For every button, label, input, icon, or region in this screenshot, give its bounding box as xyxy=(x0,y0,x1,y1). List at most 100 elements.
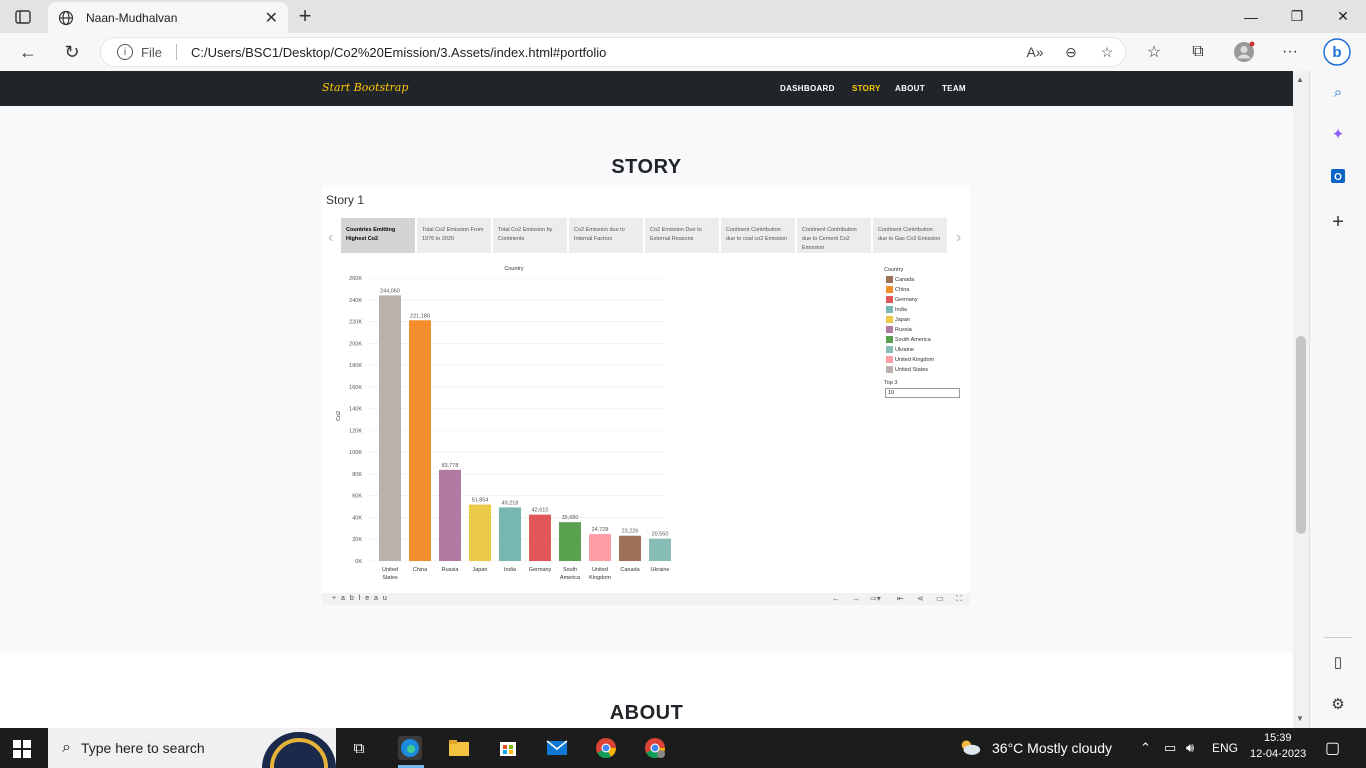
search-icon[interactable]: ⌕ xyxy=(1333,83,1343,101)
volume-icon[interactable]: 🔊︎ xyxy=(1186,740,1195,755)
browser-tab[interactable]: Naan-Mudhalvan ✕ xyxy=(48,2,288,33)
page-scrollbar[interactable]: ▲ ▼ xyxy=(1293,71,1309,728)
story-point-3[interactable]: Total Co2 Emission by Continents xyxy=(493,218,568,253)
story-point-8[interactable]: Continent Contribution due to Gas Co2 Em… xyxy=(873,218,948,253)
story-point-6[interactable]: Continent Contribution due to coal co2 E… xyxy=(721,218,796,253)
language-indicator[interactable]: ENG xyxy=(1212,741,1239,755)
add-sidebar-icon[interactable]: + xyxy=(1332,210,1344,233)
story-point-7[interactable]: Continent Contribution due to Cement Co2… xyxy=(797,218,872,253)
weather-cloud-icon[interactable] xyxy=(958,735,982,759)
legend-item[interactable]: Canada xyxy=(886,276,914,283)
sidebar-toggle-icon[interactable]: ▯ xyxy=(1333,654,1343,671)
add-favorite-icon[interactable]: ☆ xyxy=(1100,43,1114,60)
close-window-button[interactable]: ✕ xyxy=(1337,8,1349,24)
taskbar-search[interactable]: ⌕ Type here to search xyxy=(48,728,336,768)
fullscreen-icon[interactable]: ⛶ xyxy=(956,594,962,603)
legend-label: Russia xyxy=(895,326,912,333)
legend-item[interactable]: Ukraine xyxy=(886,346,914,353)
back-button[interactable]: ← xyxy=(19,41,37,62)
nav-about[interactable]: ABOUT xyxy=(895,84,925,93)
close-tab-icon[interactable]: ✕ xyxy=(264,9,278,27)
comment-icon[interactable]: ▭ xyxy=(936,594,944,603)
new-tab-button[interactable]: + xyxy=(298,3,312,28)
profile-avatar-icon[interactable] xyxy=(1230,41,1258,63)
settings-gear-icon[interactable]: ⚙ xyxy=(1331,696,1345,713)
clock-date[interactable]: 12-04-2023 xyxy=(1250,748,1307,760)
nav-team[interactable]: TEAM xyxy=(942,84,966,93)
y-tick-label: 100K xyxy=(349,450,362,456)
legend-item[interactable]: United Kingdom xyxy=(886,356,934,363)
notifications-icon[interactable]: ▢ xyxy=(1325,740,1341,757)
legend-swatch xyxy=(886,346,893,353)
revert-icon[interactable]: ⇨▾ xyxy=(870,594,881,603)
legend-swatch xyxy=(886,286,893,293)
top-n-input[interactable]: 10 xyxy=(885,388,960,398)
tray-expand-icon[interactable]: ⌃ xyxy=(1140,740,1151,755)
scroll-down-icon[interactable]: ▼ xyxy=(1296,714,1304,723)
store-icon[interactable] xyxy=(496,736,520,760)
undo-icon[interactable]: ← xyxy=(832,594,840,603)
edge-taskbar-icon[interactable] xyxy=(398,736,422,760)
bing-copilot-icon[interactable]: b xyxy=(1322,37,1352,67)
file-explorer-icon[interactable] xyxy=(447,736,471,760)
address-bar[interactable]: i File C:/Users/BSC1/Desktop/Co2%20Emiss… xyxy=(100,37,1126,67)
nav-story[interactable]: STORY xyxy=(852,84,881,93)
x-tick-label: America xyxy=(560,575,581,581)
legend-swatch xyxy=(886,336,893,343)
story-point-5[interactable]: Co2 Emission Due to External Reasons xyxy=(645,218,720,253)
legend-item[interactable]: United States xyxy=(886,366,928,373)
redo-icon[interactable]: → xyxy=(852,594,860,603)
mail-icon[interactable] xyxy=(545,736,569,760)
tab-actions-icon[interactable] xyxy=(10,6,36,28)
legend-label: Japan xyxy=(895,316,910,323)
nav-dashboard[interactable]: DASHBOARD xyxy=(780,84,835,93)
task-view-icon[interactable]: ⧉ xyxy=(353,739,365,757)
legend-swatch xyxy=(886,326,893,333)
site-navbar: Start Bootstrap DASHBOARD STORY ABOUT TE… xyxy=(0,71,1293,106)
x-tick-label: United xyxy=(592,567,608,573)
reset-icon[interactable]: ⇤ xyxy=(897,594,904,603)
more-options-icon[interactable]: ··· xyxy=(1282,43,1298,60)
story-point-2[interactable]: Total Co2 Emission From 1976 to 2020 xyxy=(417,218,492,253)
chrome-icon[interactable] xyxy=(594,736,618,760)
outlook-icon[interactable]: O xyxy=(1327,165,1349,187)
minimize-button[interactable]: — xyxy=(1244,8,1258,25)
restore-button[interactable]: ❐ xyxy=(1290,8,1304,24)
info-icon[interactable]: i xyxy=(117,44,133,60)
legend-item[interactable]: India xyxy=(886,306,907,313)
weather-text[interactable]: 36°C Mostly cloudy xyxy=(992,740,1112,756)
story-point-4[interactable]: Co2 Emission due to Internal Factors xyxy=(569,218,644,253)
legend-label: Germany xyxy=(895,296,918,303)
story-prev-icon[interactable]: ‹ xyxy=(328,229,334,246)
legend-item[interactable]: China xyxy=(886,286,909,293)
y-tick-label: 40K xyxy=(352,515,362,521)
x-tick-label: China xyxy=(413,567,428,573)
top-n-label: Top 3 xyxy=(884,380,898,386)
favorites-icon[interactable]: ☆ xyxy=(1146,44,1162,61)
zoom-icon[interactable]: ⊖ xyxy=(1065,43,1077,60)
chrome-profile-icon[interactable] xyxy=(643,736,667,760)
legend-item[interactable]: South America xyxy=(886,336,931,343)
read-aloud-icon[interactable]: A» xyxy=(1026,44,1044,60)
legend-item[interactable]: Russia xyxy=(886,326,912,333)
copilot-icon[interactable]: ✦ xyxy=(1331,126,1345,143)
network-icon[interactable]: ▭ xyxy=(1164,740,1177,755)
scroll-up-icon[interactable]: ▲ xyxy=(1296,75,1304,84)
scroll-thumb[interactable] xyxy=(1296,336,1306,534)
chart-title: Country xyxy=(504,266,524,272)
search-highlight-image xyxy=(262,732,336,768)
story-point-1[interactable]: Countries Emitting Highest Co2 xyxy=(341,218,416,253)
story-next-icon[interactable]: › xyxy=(956,229,962,246)
x-tick-label: South xyxy=(563,567,577,573)
clock-time[interactable]: 15:39 xyxy=(1264,732,1292,744)
share-icon[interactable]: ⋖ xyxy=(917,594,924,603)
refresh-button[interactable]: ↻ xyxy=(64,41,80,62)
url-text[interactable]: C:/Users/BSC1/Desktop/Co2%20Emission/3.A… xyxy=(190,44,607,60)
collections-icon[interactable]: ⧉ xyxy=(1192,43,1204,60)
legend-item[interactable]: Germany xyxy=(886,296,918,303)
legend-item[interactable]: Japan xyxy=(886,316,910,323)
windows-start-icon[interactable] xyxy=(13,740,31,758)
site-brand[interactable]: Start Bootstrap xyxy=(322,81,409,94)
tableau-logo[interactable]: + a b l e a u xyxy=(332,595,389,602)
legend-label: United Kingdom xyxy=(895,356,935,363)
